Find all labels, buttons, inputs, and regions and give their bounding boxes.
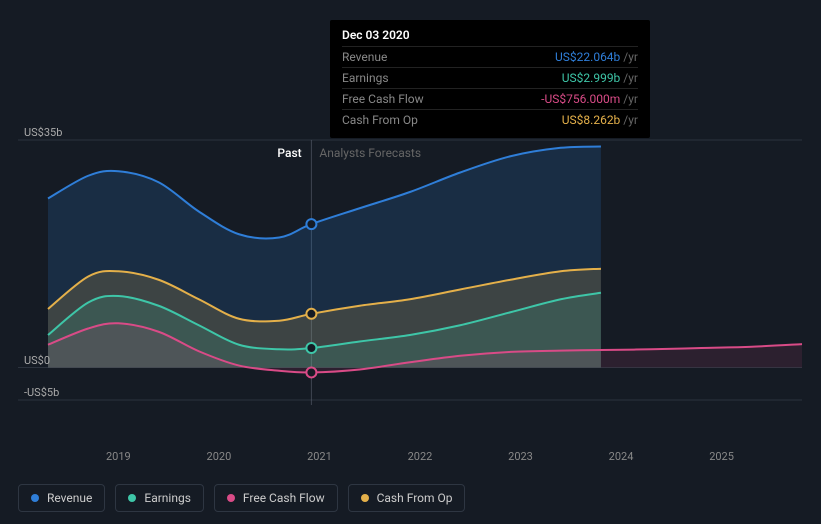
tooltip-metric-value: US$22.064b/yr [555, 50, 638, 64]
legend-label: Cash From Op [377, 491, 453, 505]
y-tick-label: -US$5b [24, 386, 59, 399]
legend-dot-icon [128, 494, 136, 502]
tooltip-row: Revenue US$22.064b/yr [342, 46, 638, 67]
legend-dot-icon [361, 494, 369, 502]
x-tick-label: 2025 [709, 450, 734, 463]
x-tick-label: 2023 [508, 450, 533, 463]
tooltip-row: Cash From Op US$8.262b/yr [342, 109, 638, 130]
legend-item-fcf[interactable]: Free Cash Flow [214, 484, 338, 512]
legend-label: Revenue [47, 491, 92, 505]
tooltip-metric-label: Free Cash Flow [342, 92, 424, 106]
x-tick-label: 2022 [408, 450, 433, 463]
x-tick-label: 2019 [106, 450, 131, 463]
financials-chart: US$35b US$0 -US$5b 2019 2020 2021 2022 2023 202… [0, 0, 821, 524]
x-tick-label: 2020 [207, 450, 232, 463]
legend-item-revenue[interactable]: Revenue [18, 484, 105, 512]
past-label: Past [277, 146, 301, 160]
chart-legend: Revenue Earnings Free Cash Flow Cash From O… [18, 484, 465, 512]
legend-dot-icon [31, 494, 39, 502]
y-tick-label: US$0 [24, 354, 50, 367]
legend-label: Earnings [144, 491, 191, 505]
legend-item-earnings[interactable]: Earnings [115, 484, 204, 512]
forecast-label: Analysts Forecasts [319, 146, 421, 160]
y-tick-label: US$35b [24, 126, 62, 139]
tooltip-row: Earnings US$2.999b/yr [342, 67, 638, 88]
tooltip-metric-value: US$8.262b/yr [562, 113, 638, 127]
tooltip-metric-label: Revenue [342, 50, 387, 64]
tooltip-date: Dec 03 2020 [342, 28, 638, 46]
tooltip-metric-value: -US$756.000m/yr [541, 92, 638, 106]
tooltip-row: Free Cash Flow -US$756.000m/yr [342, 88, 638, 109]
legend-item-cash_from_op[interactable]: Cash From Op [348, 484, 466, 512]
chart-tooltip: Dec 03 2020 Revenue US$22.064b/yr Earnings… [330, 20, 650, 138]
x-tick-label: 2021 [307, 450, 332, 463]
tooltip-metric-label: Cash From Op [342, 113, 418, 127]
tooltip-metric-label: Earnings [342, 71, 389, 85]
x-tick-label: 2024 [609, 450, 634, 463]
legend-label: Free Cash Flow [243, 491, 325, 505]
legend-dot-icon [227, 494, 235, 502]
tooltip-metric-value: US$2.999b/yr [562, 71, 638, 85]
